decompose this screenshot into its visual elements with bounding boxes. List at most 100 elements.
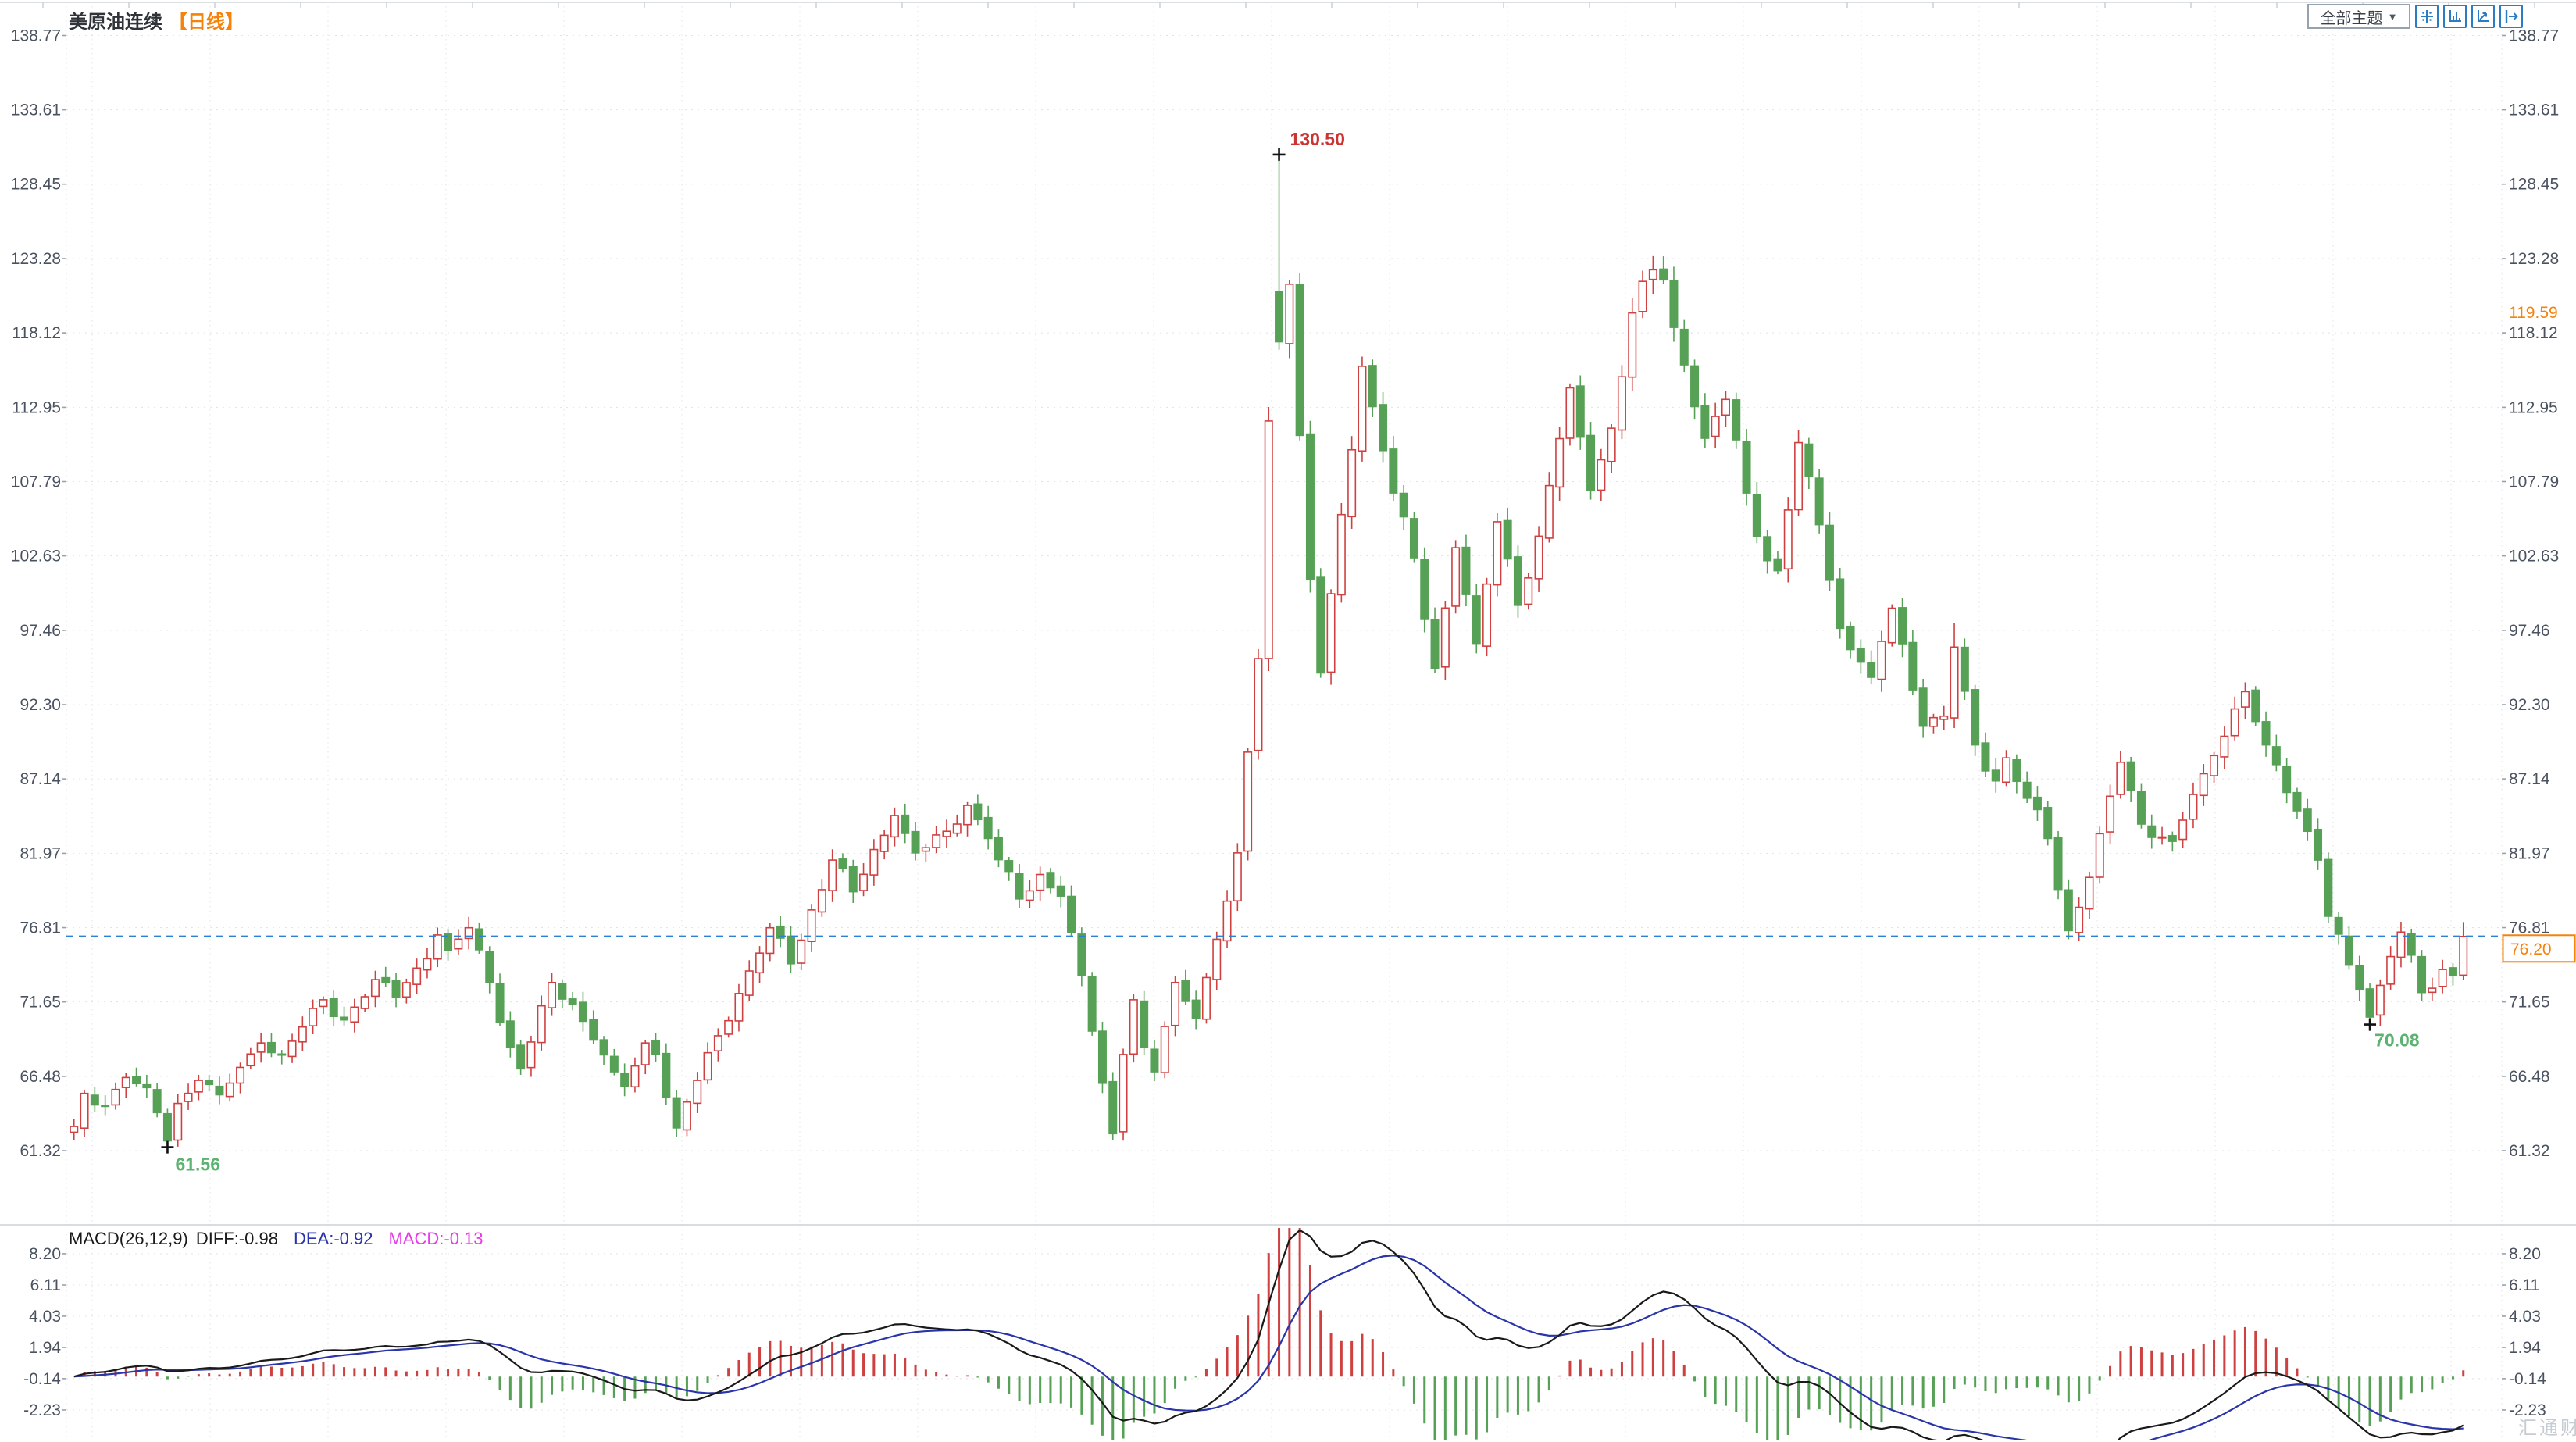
candle (1275, 154, 1284, 350)
candle (2012, 754, 2021, 794)
candle (2085, 871, 2094, 919)
candle (1482, 577, 1492, 657)
price-axis-label-left: 133.61 (11, 102, 61, 120)
candle (1222, 890, 1232, 948)
candle (2386, 946, 2396, 990)
candle (1171, 976, 1180, 1037)
candle (2407, 928, 2416, 963)
macd-axis-label-right: 8.20 (2509, 1245, 2541, 1263)
axis-scale-tool-button[interactable] (2443, 5, 2467, 28)
crosshair-icon (2421, 10, 2433, 23)
macd-formula: MACD(26,12,9) (69, 1229, 188, 1248)
price-axis-label-right: 87.14 (2509, 770, 2550, 788)
pan-right-tool-button[interactable] (2499, 5, 2523, 28)
candle (1524, 573, 1533, 610)
candle (2314, 818, 2323, 870)
candle (2147, 814, 2157, 849)
price-axis-label-right: 138.77 (2509, 27, 2559, 45)
candle (838, 853, 847, 873)
candle (2282, 758, 2292, 804)
macd-axis-label-left: 1.94 (29, 1339, 61, 1357)
candle (1108, 1072, 1118, 1140)
candle (2438, 959, 2447, 994)
candle (1503, 507, 1512, 567)
watermark: 汇通财经 (2518, 1418, 2576, 1439)
extreme-cross-icon (2364, 1018, 2377, 1031)
candle (1586, 422, 1596, 500)
candle (859, 863, 869, 897)
candle (1763, 530, 1772, 574)
candle (1534, 526, 1543, 592)
candle (1368, 359, 1377, 418)
candle (205, 1075, 214, 1092)
candle (548, 973, 557, 1016)
candle (1597, 448, 1606, 501)
candle (412, 958, 422, 994)
candle (215, 1076, 224, 1105)
candle (485, 946, 494, 994)
candle (1046, 868, 1055, 894)
price-axis-label-right: 128.45 (2509, 176, 2559, 194)
candle (942, 819, 951, 848)
price-axis-label-right: 81.97 (2509, 844, 2550, 862)
candle (329, 990, 338, 1026)
candle (2292, 787, 2302, 819)
candle (2167, 831, 2177, 852)
candle (2136, 783, 2146, 829)
candle (651, 1033, 661, 1062)
candle (558, 979, 567, 1009)
candle (401, 978, 411, 1004)
candle (1794, 430, 1804, 516)
crosshair-tool-button[interactable] (2415, 5, 2439, 28)
candles-layer (70, 154, 2468, 1148)
candle (2324, 852, 2333, 923)
price-axis-label-right: 61.32 (2509, 1142, 2550, 1160)
candle (1617, 365, 1626, 440)
price-axis-label-right: 102.63 (2509, 548, 2559, 566)
candle (298, 1016, 307, 1051)
candle (2116, 751, 2125, 799)
candle (370, 970, 380, 1008)
candle (1908, 630, 1918, 696)
candle (1513, 545, 1522, 618)
candle (1087, 972, 1097, 1036)
candle (817, 879, 826, 917)
candle (246, 1047, 255, 1069)
candle (1316, 568, 1325, 678)
candle (1472, 584, 1481, 654)
candle (350, 998, 359, 1033)
candle (2303, 798, 2312, 841)
macd-axis-label-right: 1.94 (2509, 1339, 2541, 1357)
candle (1119, 1048, 1128, 1141)
candle (236, 1062, 245, 1094)
theme-dropdown[interactable]: 全部主题 ▼ (2307, 4, 2410, 29)
candle (340, 1006, 349, 1026)
candle (2448, 963, 2457, 986)
candle (287, 1033, 297, 1063)
candle (505, 1011, 515, 1058)
price-axis-label-left: 92.30 (20, 696, 61, 714)
candle (890, 807, 899, 847)
candle (620, 1063, 630, 1097)
candle (454, 929, 463, 955)
candle (1347, 436, 1357, 529)
candle (901, 803, 910, 844)
price-axis-label-right: 76.81 (2509, 919, 2550, 937)
trend-axis-tool-button[interactable] (2471, 5, 2495, 28)
candle (433, 927, 442, 968)
candle (1991, 758, 2000, 793)
candle (277, 1050, 287, 1065)
candle (142, 1074, 152, 1098)
candle (776, 916, 785, 948)
candle (2355, 955, 2364, 1001)
candle (132, 1067, 141, 1087)
candle (1638, 270, 1647, 319)
price-axis-label-left: 138.77 (11, 27, 61, 45)
candle (2417, 950, 2427, 1001)
candle (963, 801, 972, 837)
price-axis-label-left: 112.95 (12, 398, 61, 416)
candle (1036, 866, 1045, 901)
candle (516, 1040, 526, 1075)
candle (111, 1082, 120, 1110)
